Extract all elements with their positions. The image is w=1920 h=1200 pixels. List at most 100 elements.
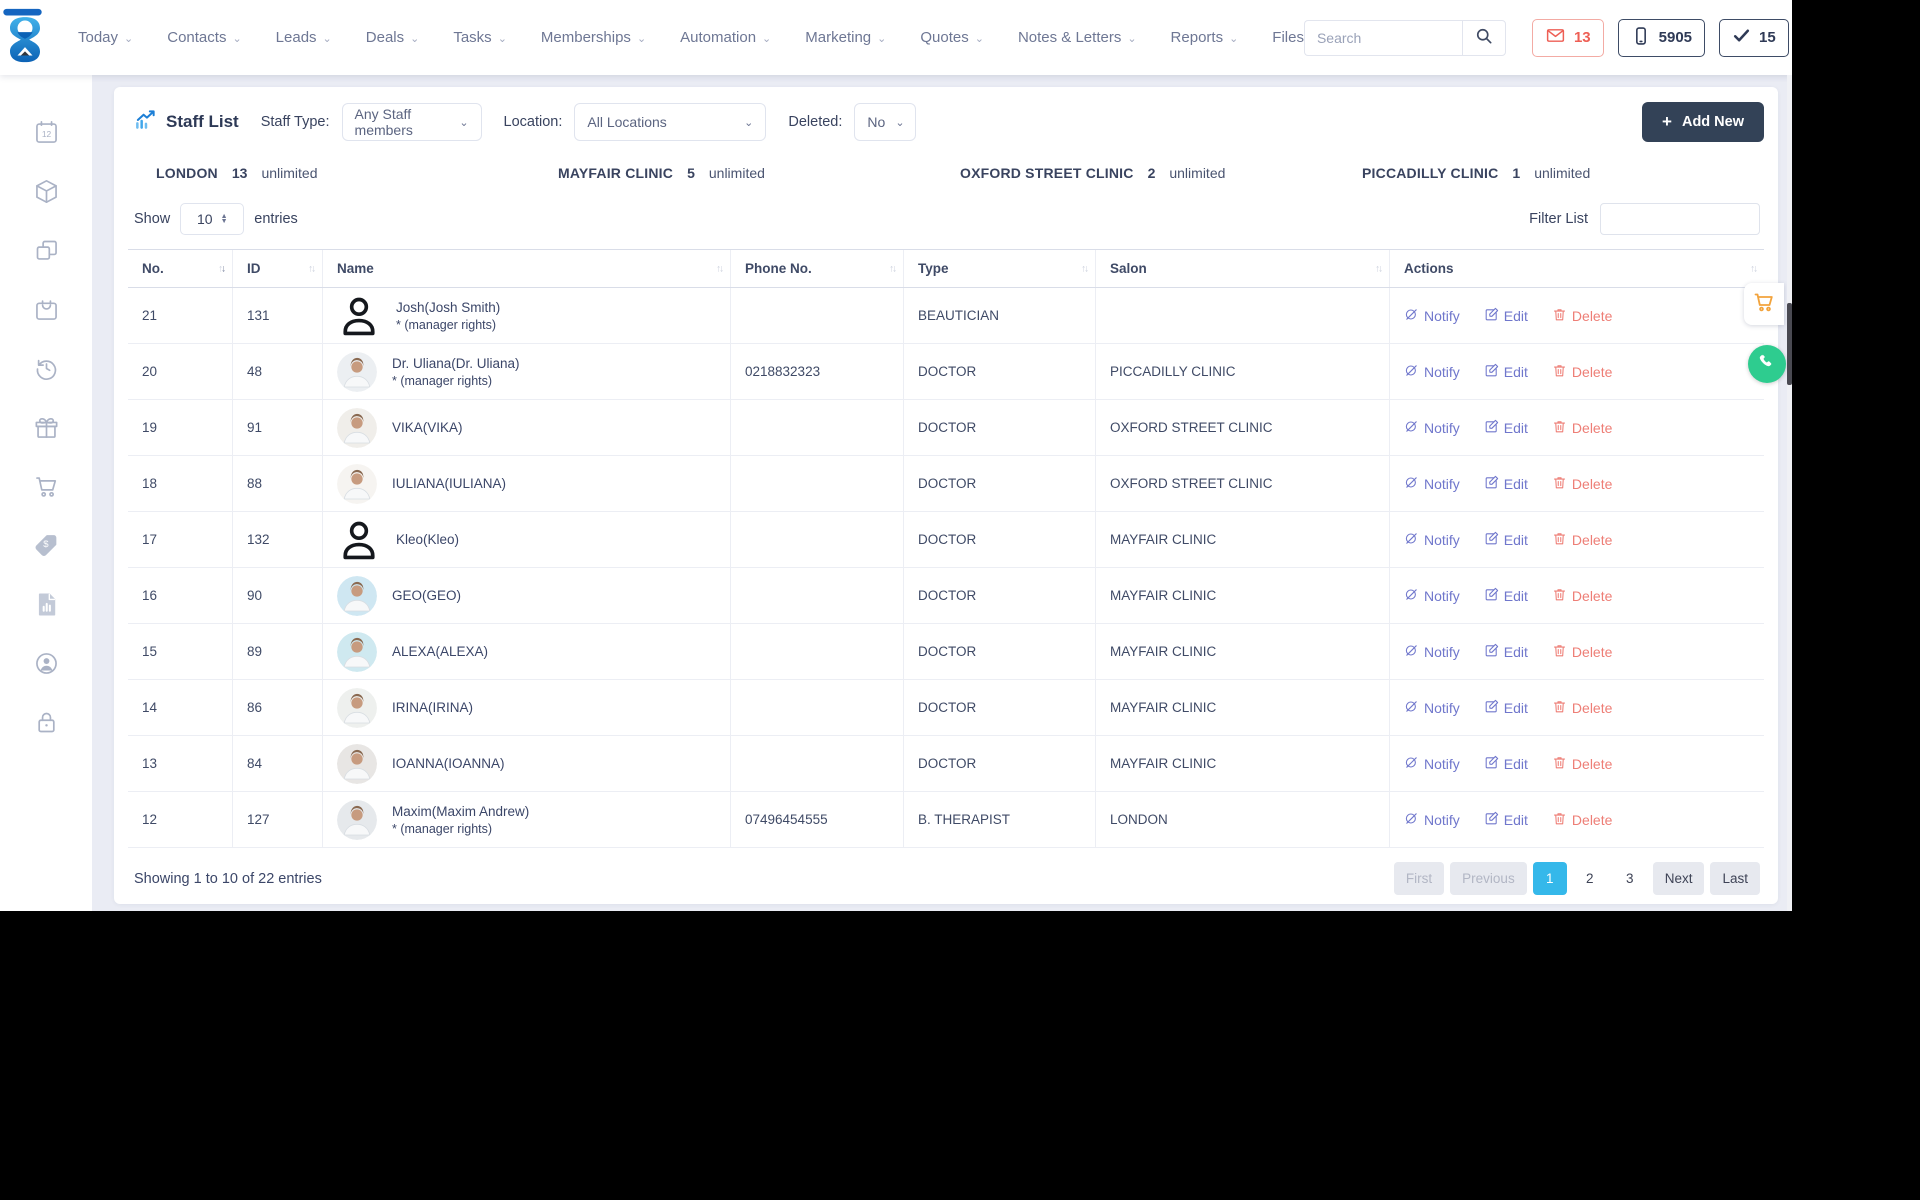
floating-cart-button[interactable] (1744, 283, 1784, 325)
nav-item-reports[interactable]: Reports ⌄ (1171, 29, 1239, 46)
sort-arrows-icon[interactable]: ↑↓ (1081, 263, 1089, 274)
nav-item-tasks[interactable]: Tasks ⌄ (453, 29, 507, 46)
nav-item-today[interactable]: Today ⌄ (78, 29, 133, 46)
search-button[interactable] (1461, 19, 1506, 56)
edit-button[interactable]: Edit (1484, 363, 1528, 381)
cell-no: 17 (128, 512, 233, 567)
scrollbar-thumb[interactable] (1787, 303, 1792, 385)
location-select[interactable]: All Locations ⌄ (574, 103, 767, 141)
column-header-id[interactable]: ID ↑↓ (233, 250, 323, 287)
nav-item-marketing[interactable]: Marketing ⌄ (805, 29, 886, 46)
gift-icon[interactable] (33, 414, 60, 441)
notify-button[interactable]: Notify (1404, 363, 1460, 381)
sort-arrows-icon[interactable]: ↑↓ (1750, 263, 1758, 274)
delete-button[interactable]: Delete (1552, 587, 1612, 605)
nav-item-quotes[interactable]: Quotes ⌄ (920, 29, 984, 46)
bag-icon[interactable] (33, 296, 60, 323)
edit-button[interactable]: Edit (1484, 475, 1528, 493)
edit-button[interactable]: Edit (1484, 699, 1528, 717)
nav-item-leads[interactable]: Leads ⌄ (276, 29, 332, 46)
notify-button[interactable]: Notify (1404, 811, 1460, 829)
sort-arrows-icon[interactable]: ↑↓ (218, 263, 226, 274)
location-stats-row: LONDON 13 unlimited MAYFAIR CLINIC 5 unlimite… (128, 151, 1764, 191)
copy-icon[interactable] (33, 237, 60, 264)
history-icon[interactable] (33, 355, 60, 382)
edit-button[interactable]: Edit (1484, 531, 1528, 549)
delete-button[interactable]: Delete (1552, 419, 1612, 437)
entries-per-page-select[interactable]: 10 ▲ ▼ (180, 203, 245, 235)
add-new-button[interactable]: + Add New (1642, 102, 1764, 142)
search-input[interactable] (1303, 19, 1462, 56)
cell-type: DOCTOR (904, 736, 1096, 791)
location-stat-limit: unlimited (1534, 165, 1591, 181)
nav-item-files[interactable]: Files (1272, 29, 1304, 46)
nav-item-memberships[interactable]: Memberships ⌄ (541, 29, 646, 46)
edit-button[interactable]: Edit (1484, 419, 1528, 437)
notify-button[interactable]: Notify (1404, 419, 1460, 437)
delete-button[interactable]: Delete (1552, 531, 1612, 549)
column-header-no-[interactable]: No. ↑↓ (128, 250, 233, 287)
table-row: 15 89 ALEXA(ALEXA) DOCTOR MAYFAIR CLINIC Noti… (128, 624, 1764, 680)
notify-button[interactable]: Notify (1404, 587, 1460, 605)
calendar-12-icon[interactable]: 12 (33, 119, 60, 146)
column-header-type[interactable]: Type ↑↓ (904, 250, 1096, 287)
edit-button[interactable]: Edit (1484, 755, 1528, 773)
notify-button[interactable]: Notify (1404, 643, 1460, 661)
pagination-first: First (1393, 862, 1445, 895)
edit-button[interactable]: Edit (1484, 811, 1528, 829)
edit-button[interactable]: Edit (1484, 643, 1528, 661)
sort-arrows-icon[interactable]: ↑↓ (889, 263, 897, 274)
staff-name: ALEXA(ALEXA) (392, 644, 489, 659)
filter-list-input[interactable] (1600, 203, 1760, 235)
scrollbar[interactable] (1787, 75, 1792, 911)
cell-no: 16 (128, 568, 233, 623)
delete-button[interactable]: Delete (1552, 475, 1612, 493)
deleted-select[interactable]: No ⌄ (854, 103, 917, 141)
check-badge[interactable]: 15 (1719, 18, 1789, 57)
delete-button[interactable]: Delete (1552, 699, 1612, 717)
sort-arrows-icon[interactable]: ↑↓ (716, 263, 724, 274)
notify-button[interactable]: Notify (1404, 755, 1460, 773)
chevron-down-icon: ⌄ (497, 33, 507, 45)
delete-button[interactable]: Delete (1552, 755, 1612, 773)
notify-button[interactable]: Notify (1404, 699, 1460, 717)
delete-button[interactable]: Delete (1552, 307, 1612, 325)
edit-button[interactable]: Edit (1484, 587, 1528, 605)
app-logo-hourglass-icon[interactable] (0, 7, 50, 69)
cart-icon[interactable] (33, 473, 60, 500)
location-stat-count: 5 (687, 165, 695, 181)
phone-badge[interactable]: 5905 (1617, 18, 1706, 57)
lock-icon[interactable] (33, 709, 60, 736)
notify-button[interactable]: Notify (1404, 307, 1460, 325)
edit-button[interactable]: Edit (1484, 307, 1528, 325)
pagination-3[interactable]: 3 (1625, 871, 1634, 886)
column-header-actions[interactable]: Actions ↑↓ (1390, 250, 1764, 287)
nav-item-automation[interactable]: Automation ⌄ (680, 29, 771, 46)
column-header-phone-no-[interactable]: Phone No. ↑↓ (731, 250, 904, 287)
account-icon[interactable] (33, 650, 60, 677)
nav-item-contacts[interactable]: Contacts ⌄ (167, 29, 241, 46)
notify-button[interactable]: Notify (1404, 475, 1460, 493)
staff-type-select[interactable]: Any Staff members ⌄ (341, 103, 482, 141)
column-header-name[interactable]: Name ↑↓ (323, 250, 731, 287)
notify-button[interactable]: Notify (1404, 531, 1460, 549)
column-header-salon[interactable]: Salon ↑↓ (1096, 250, 1390, 287)
header-search (1303, 19, 1506, 56)
floating-whatsapp-button[interactable] (1748, 345, 1786, 383)
tag-icon[interactable]: $ (33, 532, 60, 559)
report-icon[interactable] (33, 591, 60, 618)
delete-button[interactable]: Delete (1552, 643, 1612, 661)
pagination-1[interactable]: 1 (1532, 862, 1567, 895)
sort-arrows-icon[interactable]: ↑↓ (1375, 263, 1383, 274)
nav-item-notes-letters[interactable]: Notes & Letters ⌄ (1018, 29, 1137, 46)
pagination-last[interactable]: Last (1710, 862, 1760, 895)
package-icon[interactable] (33, 178, 60, 205)
pagination-2[interactable]: 2 (1585, 871, 1594, 886)
pagination-next[interactable]: Next (1652, 862, 1705, 895)
delete-button[interactable]: Delete (1552, 363, 1612, 381)
nav-item-deals[interactable]: Deals ⌄ (366, 29, 420, 46)
delete-button[interactable]: Delete (1552, 811, 1612, 829)
staff-photo-avatar (337, 351, 377, 392)
sort-arrows-icon[interactable]: ↑↓ (308, 263, 316, 274)
mail-badge[interactable]: 13 (1531, 18, 1604, 57)
